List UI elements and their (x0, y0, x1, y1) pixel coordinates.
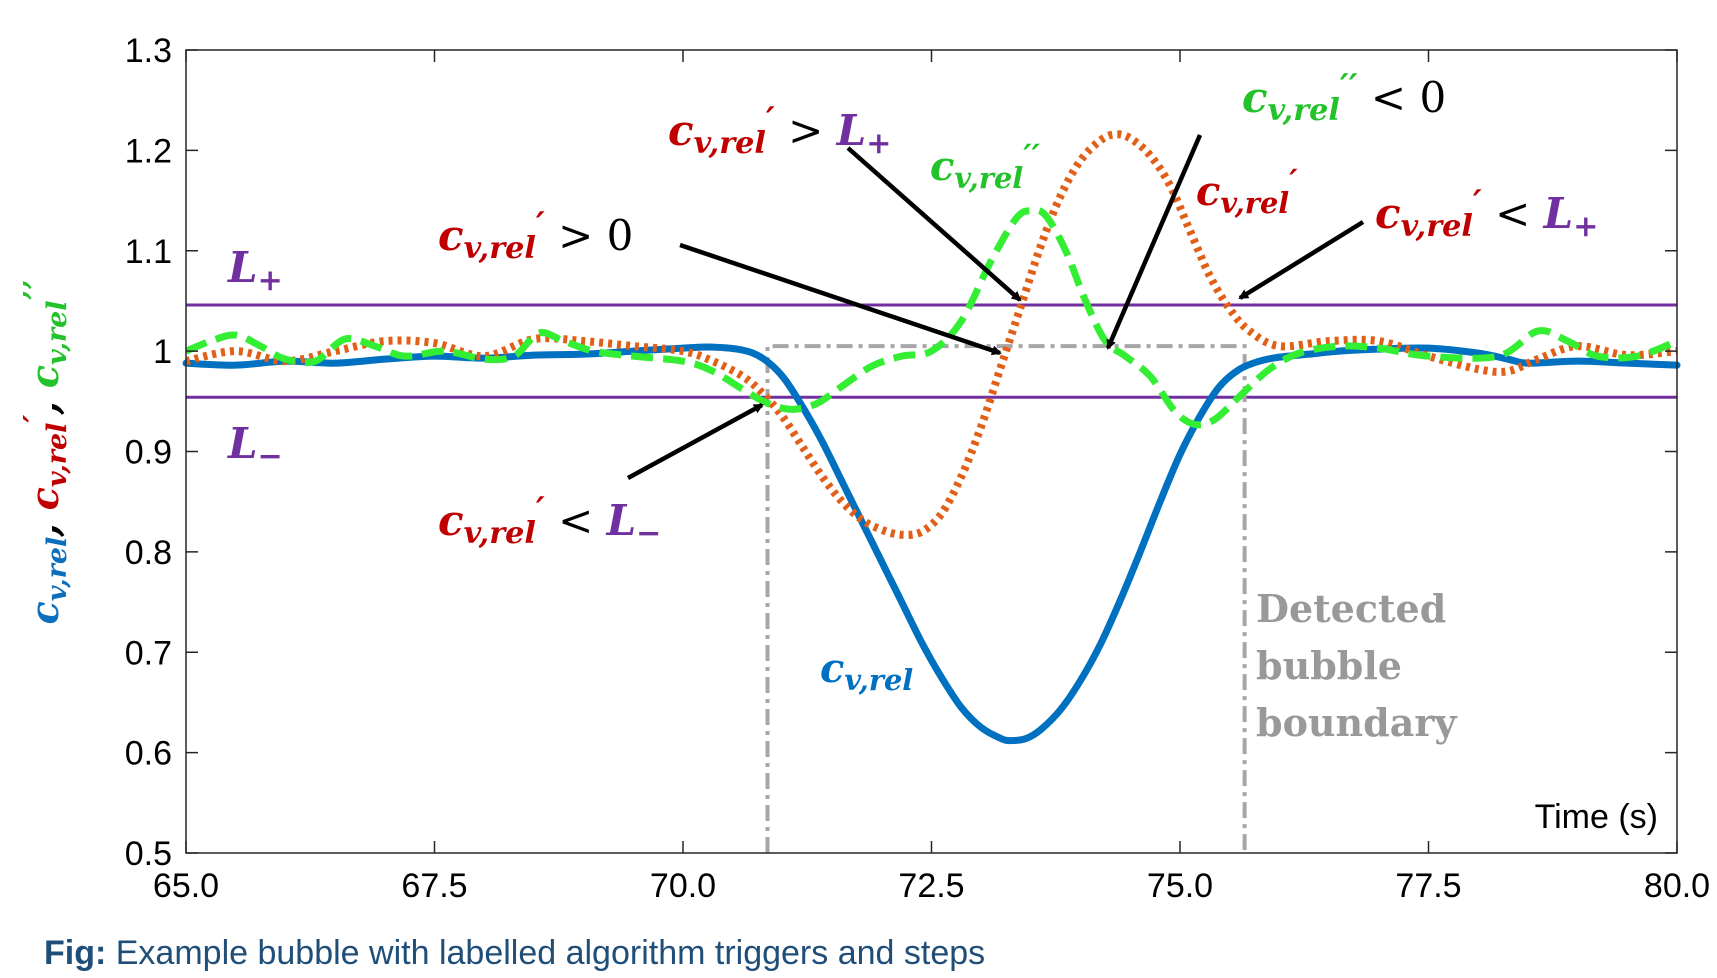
boundary-label-line: boundary (1256, 700, 1457, 745)
y-tick-label: 0.5 (125, 835, 172, 873)
annotation-trig1: cv,rel′ < L− (438, 489, 662, 552)
y-tick-label: 0.8 (125, 534, 172, 572)
plot-lines (182, 130, 1681, 853)
x-tick-label: 67.5 (401, 867, 467, 905)
y-tick-label: 1 (153, 333, 172, 371)
x-tick-label: 72.5 (898, 867, 964, 905)
y-tick-label: 0.6 (125, 735, 172, 773)
x-tick-label: 77.5 (1395, 867, 1461, 905)
y-tick-label: 1.3 (125, 32, 172, 70)
series-line-cv (182, 343, 1681, 745)
caption-text: Example bubble with labelled algorithm t… (106, 934, 986, 972)
annotation-arrow (1105, 134, 1203, 350)
x-tick-label: 75.0 (1147, 867, 1213, 905)
boundary-label-line: Detected (1256, 586, 1446, 631)
x-tick-label: 80.0 (1644, 867, 1710, 905)
y-tick-label: 0.9 (125, 434, 172, 472)
y-axis-label: cv,rel, cv,rel′, cv,rel’’ (18, 280, 72, 625)
figure-caption: Fig: Example bubble with labelled algori… (44, 934, 985, 973)
annotation-cv1_label: cv,rel′ (1196, 162, 1298, 221)
x-tick-label: 70.0 (650, 867, 716, 905)
annotation-trig3: cv,rel′ > L+ (668, 99, 892, 162)
annotation-arrow (679, 242, 1002, 356)
x-axis-label: Time (s) (1535, 798, 1658, 836)
x-tick-label: 65.0 (153, 867, 219, 905)
y-axis-label-group: cv,rel, cv,rel′, cv,rel’’ (18, 280, 72, 625)
bubble-boundary-box (765, 344, 1247, 853)
annotation-trig2: cv,rel′ > 0 (438, 204, 633, 267)
y-tick-label: 1.1 (125, 233, 172, 271)
series-line-cv1 (185, 130, 1678, 539)
y-tick-label: 0.7 (125, 634, 172, 672)
annotations: cv,rel, cv,rel′, cv,rel’’ cv,rel cv,rel′ cv… (18, 66, 1598, 745)
boundary-label-line: bubble (1256, 643, 1402, 688)
annotation-Lminus_label: L− (227, 419, 283, 474)
series-line-cv2 (184, 206, 1679, 429)
annotation-arrow (846, 146, 1022, 302)
annotation-cv2_label: cv,rel′′ (930, 137, 1041, 196)
axes: 65.0 67.5 70.0 72.5 75.0 77.5 80.0 0.5 0.6 0.7 0.8… (125, 32, 1710, 905)
annotation-arrow (626, 403, 764, 480)
annotation-trig4: cv,rel′′ < 0 (1242, 66, 1446, 129)
annotation-trig5: cv,rel′ < L+ (1375, 182, 1599, 245)
caption-prefix: Fig: (44, 934, 107, 972)
annotation-arrow (1238, 220, 1365, 300)
annotation-cv_label: cv,rel (820, 645, 913, 697)
y-tick-label: 1.2 (125, 132, 172, 170)
annotation-Lplus_label: L+ (227, 243, 283, 298)
